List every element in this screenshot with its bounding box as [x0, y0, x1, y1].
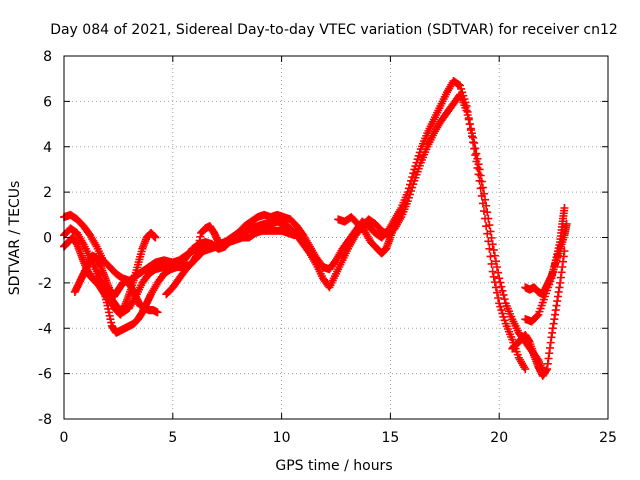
data-point — [521, 365, 530, 374]
data-point — [487, 259, 496, 268]
data-point — [481, 195, 490, 204]
data-point — [560, 204, 569, 213]
data-point — [474, 160, 483, 169]
data-point — [494, 294, 503, 302]
data-point — [488, 240, 497, 249]
grid-lines — [64, 56, 608, 419]
data-point — [479, 189, 488, 198]
data-point — [290, 231, 299, 240]
chart-title: Day 084 of 2021, Sidereal Day-to-day VTE… — [50, 22, 618, 38]
data-point — [469, 133, 478, 142]
data-point — [496, 278, 505, 287]
data-point — [473, 154, 482, 163]
data-point — [397, 208, 406, 217]
data-point — [489, 272, 498, 281]
data-point — [476, 171, 485, 180]
data-point — [493, 262, 502, 271]
data-point — [495, 274, 504, 283]
data-point — [498, 286, 507, 295]
x-axis-label: GPS time / hours — [275, 458, 392, 474]
data-point — [491, 257, 500, 266]
data-point — [533, 311, 542, 320]
data-point — [465, 120, 474, 129]
data-point — [483, 208, 492, 217]
data-point — [482, 201, 491, 210]
data-point — [477, 177, 486, 186]
y-axis-label: SDTVAR / TECUs — [7, 181, 23, 296]
data-point — [484, 214, 493, 223]
x-tick-label: 10 — [273, 430, 291, 446]
data-point — [494, 268, 503, 277]
y-tick-label: -6 — [38, 367, 52, 383]
x-tick-label: 0 — [60, 430, 69, 446]
x-tick-label: 15 — [381, 430, 399, 446]
data-point — [151, 233, 160, 242]
y-tick-label: -2 — [38, 276, 52, 292]
data-point — [462, 106, 471, 115]
data-point — [486, 227, 495, 236]
x-tick-label: 20 — [490, 430, 508, 446]
y-tick-label: 8 — [43, 49, 52, 65]
y-tick-label: 6 — [43, 94, 52, 110]
data-point — [468, 129, 476, 138]
data-points — [60, 76, 571, 380]
data-point — [464, 115, 473, 124]
data-point — [463, 110, 472, 119]
data-point — [499, 290, 508, 299]
y-tick-label: 2 — [43, 185, 52, 201]
data-point — [478, 183, 487, 192]
data-point — [485, 244, 494, 253]
axis-ticks: 0 5 10 15 20 25 -8 -6 -4 -2 0 2 4 6 8 — [38, 49, 617, 446]
data-point — [153, 308, 162, 317]
data-point — [475, 165, 484, 174]
x-tick-label: 5 — [168, 430, 177, 446]
y-tick-label: -8 — [38, 412, 52, 428]
y-tick-label: -4 — [38, 321, 52, 337]
data-point — [470, 138, 479, 147]
data-point — [218, 240, 227, 249]
x-tick-label: 25 — [599, 430, 617, 446]
data-point — [471, 144, 480, 153]
data-point — [489, 245, 498, 254]
data-point — [493, 288, 502, 297]
data-point — [490, 251, 499, 260]
data-point — [497, 282, 506, 291]
data-point — [487, 233, 496, 242]
data-point — [500, 295, 509, 304]
data-point — [472, 149, 481, 158]
y-tick-label: 4 — [43, 140, 52, 156]
y-tick-label: 0 — [43, 231, 52, 247]
data-point — [488, 267, 497, 276]
data-point — [485, 221, 494, 230]
data-point — [466, 124, 475, 133]
